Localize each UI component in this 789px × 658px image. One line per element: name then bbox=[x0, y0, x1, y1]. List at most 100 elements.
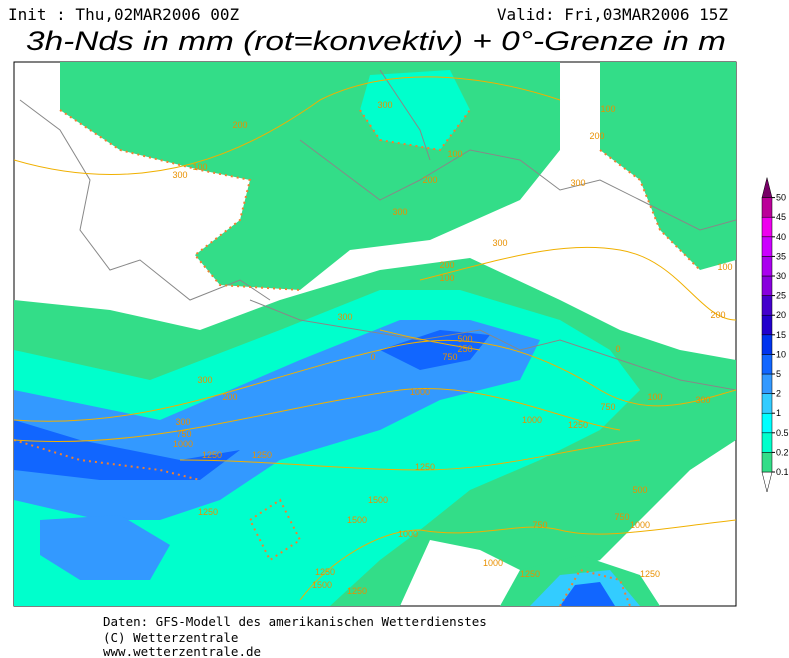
colorbar-label: 15 bbox=[776, 330, 786, 340]
contour-label: 300 bbox=[492, 238, 507, 248]
contour-label: 100 bbox=[717, 262, 732, 272]
contour-label: 1500 bbox=[312, 580, 332, 590]
colorbar-label: 40 bbox=[776, 232, 786, 242]
colorbar-segment bbox=[761, 354, 773, 375]
init-time: Init : Thu,02MAR2006 00Z bbox=[8, 5, 240, 24]
colorbar-segment bbox=[761, 373, 773, 394]
footer-source: Daten: GFS-Modell des amerikanischen Wet… bbox=[103, 614, 487, 629]
colorbar-label: 5 bbox=[776, 369, 781, 379]
contour-label: 1250 bbox=[198, 507, 218, 517]
colorbar-label: 45 bbox=[776, 212, 786, 222]
contour-label: 100 bbox=[439, 273, 454, 283]
contour-label: 100 bbox=[647, 392, 662, 402]
contour-label: 100 bbox=[192, 162, 207, 172]
contour-label: 1250 bbox=[415, 462, 435, 472]
contour-label: 1250 bbox=[520, 569, 540, 579]
contour-label: 300 bbox=[392, 207, 407, 217]
colorbar-segment bbox=[761, 432, 773, 453]
convective-contours bbox=[14, 109, 701, 606]
colorbar-label: 10 bbox=[776, 349, 786, 359]
footer-copyright: (C) Wetterzentrale bbox=[103, 630, 238, 645]
contour-labels: 200 300 100 300 200 300 100 200 100 300 300 200 100 3… bbox=[172, 100, 732, 596]
colorbar-end bbox=[761, 471, 773, 493]
contour-label: 1000 bbox=[410, 387, 430, 397]
contour-label: 1000 bbox=[522, 415, 542, 425]
contour-label: 300 bbox=[377, 100, 392, 110]
precip-area bbox=[380, 330, 490, 370]
freezing-level-contours bbox=[14, 76, 736, 601]
contour-label: 750 bbox=[176, 429, 191, 439]
contour-label: 200 bbox=[222, 392, 237, 402]
colorbar-label: 0.1 bbox=[776, 467, 789, 477]
colorbar-label: 35 bbox=[776, 251, 786, 261]
contour-label: 1500 bbox=[368, 495, 388, 505]
colorbar-segment bbox=[761, 236, 773, 257]
coastlines bbox=[19, 69, 736, 391]
colorbar-segment bbox=[761, 393, 773, 414]
colorbar-segment bbox=[761, 256, 773, 277]
contour-label: 250 bbox=[457, 344, 472, 354]
contour-label: 300 bbox=[695, 395, 710, 405]
contour-label: 1250 bbox=[640, 569, 660, 579]
colorbar-segment bbox=[761, 295, 773, 316]
colorbar-label: 50 bbox=[776, 193, 786, 203]
colorbar-segment bbox=[761, 452, 773, 473]
precip-area bbox=[360, 70, 470, 150]
footer-url: www.wetterzentrale.de bbox=[103, 644, 261, 658]
contour-label: 200 bbox=[589, 131, 604, 141]
contour-label: 1000 bbox=[173, 439, 193, 449]
colorbar-label: 1 bbox=[776, 408, 781, 418]
contour-label: 750 bbox=[532, 520, 547, 530]
colorbar-label: 30 bbox=[776, 271, 786, 281]
contour-label: 750 bbox=[442, 352, 457, 362]
contour-label: 100 bbox=[447, 149, 462, 159]
contour-label: 1250 bbox=[202, 450, 222, 460]
contour-label: 200 bbox=[710, 310, 725, 320]
precip-area bbox=[14, 420, 240, 480]
colorbar-label: 25 bbox=[776, 291, 786, 301]
contour-label: 200 bbox=[439, 260, 454, 270]
contour-label: 300 bbox=[175, 417, 190, 427]
contour-label: 200 bbox=[422, 175, 437, 185]
precip-area bbox=[600, 62, 736, 270]
precip-area bbox=[560, 582, 615, 606]
colorbar-segment bbox=[761, 197, 773, 218]
contour-label: 300 bbox=[197, 375, 212, 385]
contour-label: 1000 bbox=[398, 529, 418, 539]
colorbar-label: 20 bbox=[776, 310, 786, 320]
colorbar-end bbox=[761, 177, 773, 198]
map-fields: 200 300 100 300 200 300 100 200 100 300 300 200 100 3… bbox=[14, 62, 736, 606]
colorbar-label: 2 bbox=[776, 389, 781, 399]
contour-label: 1250 bbox=[252, 450, 272, 460]
contour-label: 300 bbox=[570, 178, 585, 188]
colorbar-label: 0.5 bbox=[776, 428, 789, 438]
contour-label: 500 bbox=[632, 485, 647, 495]
contour-label: 0 bbox=[370, 352, 375, 362]
map-title: 3h-Nds in mm (rot=konvektiv) + 0°-Grenze… bbox=[26, 26, 726, 56]
valid-time: Valid: Fri,03MAR2006 15Z bbox=[497, 5, 729, 24]
contour-label: 750 bbox=[614, 512, 629, 522]
contour-label: 1250 bbox=[347, 586, 367, 596]
contour-label: 300 bbox=[172, 170, 187, 180]
contour-label: 1250 bbox=[568, 420, 588, 430]
colorbar-segment bbox=[761, 314, 773, 336]
colorbar-segment bbox=[761, 412, 773, 434]
colorbar-segment bbox=[761, 275, 773, 296]
contour-label: 1500 bbox=[347, 515, 367, 525]
colorbar-segment bbox=[761, 216, 773, 238]
contour-label: 1000 bbox=[630, 520, 650, 530]
contour-label: 1000 bbox=[483, 558, 503, 568]
colorbar-label: 0.2 bbox=[776, 447, 789, 457]
contour-label: 500 bbox=[457, 334, 472, 344]
contour-label: 100 bbox=[600, 104, 615, 114]
colorbar-segment bbox=[761, 334, 773, 355]
contour-label: 1250 bbox=[315, 567, 335, 577]
contour-label: 0 bbox=[615, 344, 620, 354]
contour-label: 750 bbox=[600, 402, 615, 412]
contour-label: 300 bbox=[337, 312, 352, 322]
precip-area bbox=[40, 515, 170, 580]
contour-label: 200 bbox=[232, 120, 247, 130]
map: 200 300 100 300 200 300 100 200 100 300 300 200 100 3… bbox=[13, 61, 737, 607]
